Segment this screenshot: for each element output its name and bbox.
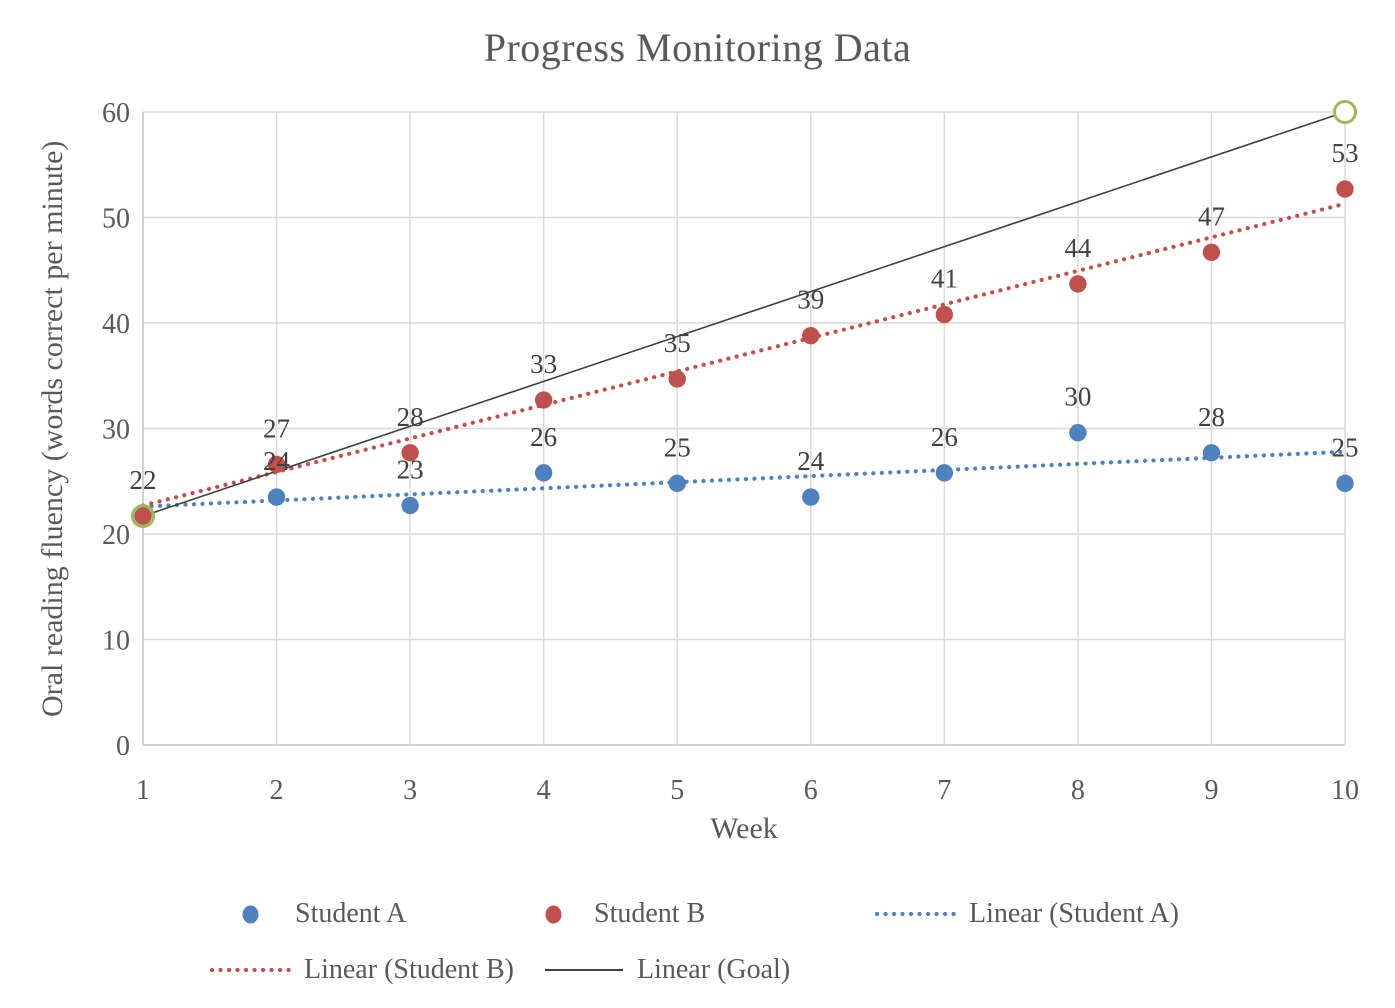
legend-item-linear-student-b: Linear (Student B) bbox=[210, 953, 514, 987]
legend-item-linear-student-a: Linear (Student A) bbox=[875, 897, 1179, 931]
data-label-student-a-week-7: 26 bbox=[931, 422, 958, 452]
data-label-student-a-week-8: 30 bbox=[1064, 382, 1091, 412]
data-point-student-b-week-6 bbox=[802, 326, 820, 345]
goal-marker-week-10 bbox=[1333, 100, 1357, 124]
data-points bbox=[134, 180, 1354, 525]
data-point-student-b-week-1 bbox=[134, 507, 152, 525]
data-point-student-a-week-5 bbox=[668, 474, 686, 493]
x-tick-label: 2 bbox=[270, 775, 284, 806]
y-tick-label: 60 bbox=[102, 98, 130, 129]
data-label-student-a-week-5: 25 bbox=[664, 432, 691, 462]
legend-label: Linear (Student B) bbox=[304, 954, 514, 985]
x-tick-label: 10 bbox=[1331, 775, 1359, 806]
data-point-student-a-week-6 bbox=[802, 488, 820, 506]
goal-markers bbox=[131, 100, 1357, 529]
dotted-line-blue-icon bbox=[875, 911, 959, 917]
x-axis-title: Week bbox=[710, 812, 778, 845]
x-tick-label: 3 bbox=[403, 775, 417, 806]
y-tick-label: 0 bbox=[116, 731, 130, 762]
x-tick-label: 7 bbox=[937, 775, 951, 806]
gridlines bbox=[142, 111, 1346, 746]
x-tick-label: 4 bbox=[537, 775, 551, 806]
student-b-marker-icon bbox=[545, 905, 562, 923]
y-tick-label: 20 bbox=[102, 520, 130, 551]
data-label-student-a-week-3: 23 bbox=[397, 455, 424, 485]
y-tick-label: 50 bbox=[102, 204, 130, 235]
y-tick-label: 30 bbox=[102, 415, 130, 446]
data-label-student-a-week-4: 26 bbox=[530, 422, 557, 452]
x-tick-label: 5 bbox=[670, 775, 684, 806]
legend-label: Linear (Goal) bbox=[637, 954, 791, 985]
legend-label: Student A bbox=[295, 898, 407, 929]
legend-label: Linear (Student A) bbox=[969, 898, 1179, 929]
legend-item-student-b: Student B bbox=[545, 897, 705, 931]
trendline-linear-student-b- bbox=[140, 201, 1348, 508]
trendlines bbox=[140, 111, 1348, 517]
data-label-student-b-week-3: 28 bbox=[397, 402, 424, 432]
data-point-student-b-week-8 bbox=[1069, 275, 1087, 293]
legend-item-student-a: Student A bbox=[242, 897, 406, 931]
trendline-linear-student-a- bbox=[140, 449, 1348, 509]
x-tick-label: 1 bbox=[136, 775, 150, 806]
data-point-student-b-week-4 bbox=[534, 391, 553, 409]
data-label-student-b-week-1: 22 bbox=[130, 465, 157, 495]
data-point-student-a-week-3 bbox=[401, 496, 419, 515]
data-label-student-b-week-4: 33 bbox=[530, 349, 557, 379]
data-label-student-b-week-10: 53 bbox=[1332, 138, 1359, 168]
goal-marker-week-1 bbox=[131, 504, 155, 529]
data-point-student-a-week-9 bbox=[1202, 444, 1221, 462]
dotted-line-red-icon bbox=[210, 967, 294, 973]
legend-label: Student B bbox=[594, 898, 706, 929]
data-label-student-b-week-9: 47 bbox=[1198, 201, 1225, 231]
x-tick-label: 6 bbox=[804, 775, 818, 806]
data-point-student-b-week-2 bbox=[267, 455, 286, 474]
data-point-student-b-week-10 bbox=[1336, 180, 1354, 198]
y-tick-label: 10 bbox=[102, 626, 130, 657]
data-label-student-b-week-7: 41 bbox=[931, 264, 958, 294]
data-label-student-a-week-10: 25 bbox=[1332, 432, 1359, 462]
data-label-student-b-week-5: 35 bbox=[664, 328, 691, 358]
data-point-student-a-week-7 bbox=[935, 464, 954, 482]
data-point-student-a-week-2 bbox=[267, 488, 286, 506]
data-point-student-a-week-8 bbox=[1069, 424, 1087, 442]
data-label-student-a-week-2: 24 bbox=[263, 446, 291, 476]
data-label-student-b-week-6: 39 bbox=[797, 285, 824, 315]
data-point-student-b-week-5 bbox=[668, 370, 686, 388]
data-label-student-a-week-6: 24 bbox=[797, 446, 825, 476]
y-tick-label: 40 bbox=[102, 309, 130, 340]
data-label-student-a-week-9: 28 bbox=[1198, 402, 1225, 432]
chart-title: Progress Monitoring Data bbox=[483, 25, 912, 70]
data-point-student-b-week-9 bbox=[1202, 243, 1221, 262]
data-label-student-b-week-2: 27 bbox=[263, 413, 290, 443]
x-tick-label: 9 bbox=[1204, 775, 1218, 806]
data-label-student-b-week-8: 44 bbox=[1064, 233, 1092, 263]
data-point-student-b-week-7 bbox=[935, 305, 954, 324]
legend-item-linear-goal: Linear (Goal) bbox=[543, 953, 790, 987]
x-tick-label: 8 bbox=[1071, 775, 1085, 806]
trendline-linear-goal- bbox=[142, 111, 1346, 517]
data-point-student-a-week-4 bbox=[534, 464, 553, 482]
data-point-student-a-week-10 bbox=[1336, 474, 1354, 493]
data-point-student-b-week-3 bbox=[401, 444, 419, 462]
student-a-marker-icon bbox=[242, 905, 259, 923]
data-labels: 24 23 26 25 24 26 30 28 25 22 27 28 33 35 39 41 44 47 53 bbox=[130, 138, 1359, 495]
solid-line-black-icon bbox=[545, 969, 623, 971]
